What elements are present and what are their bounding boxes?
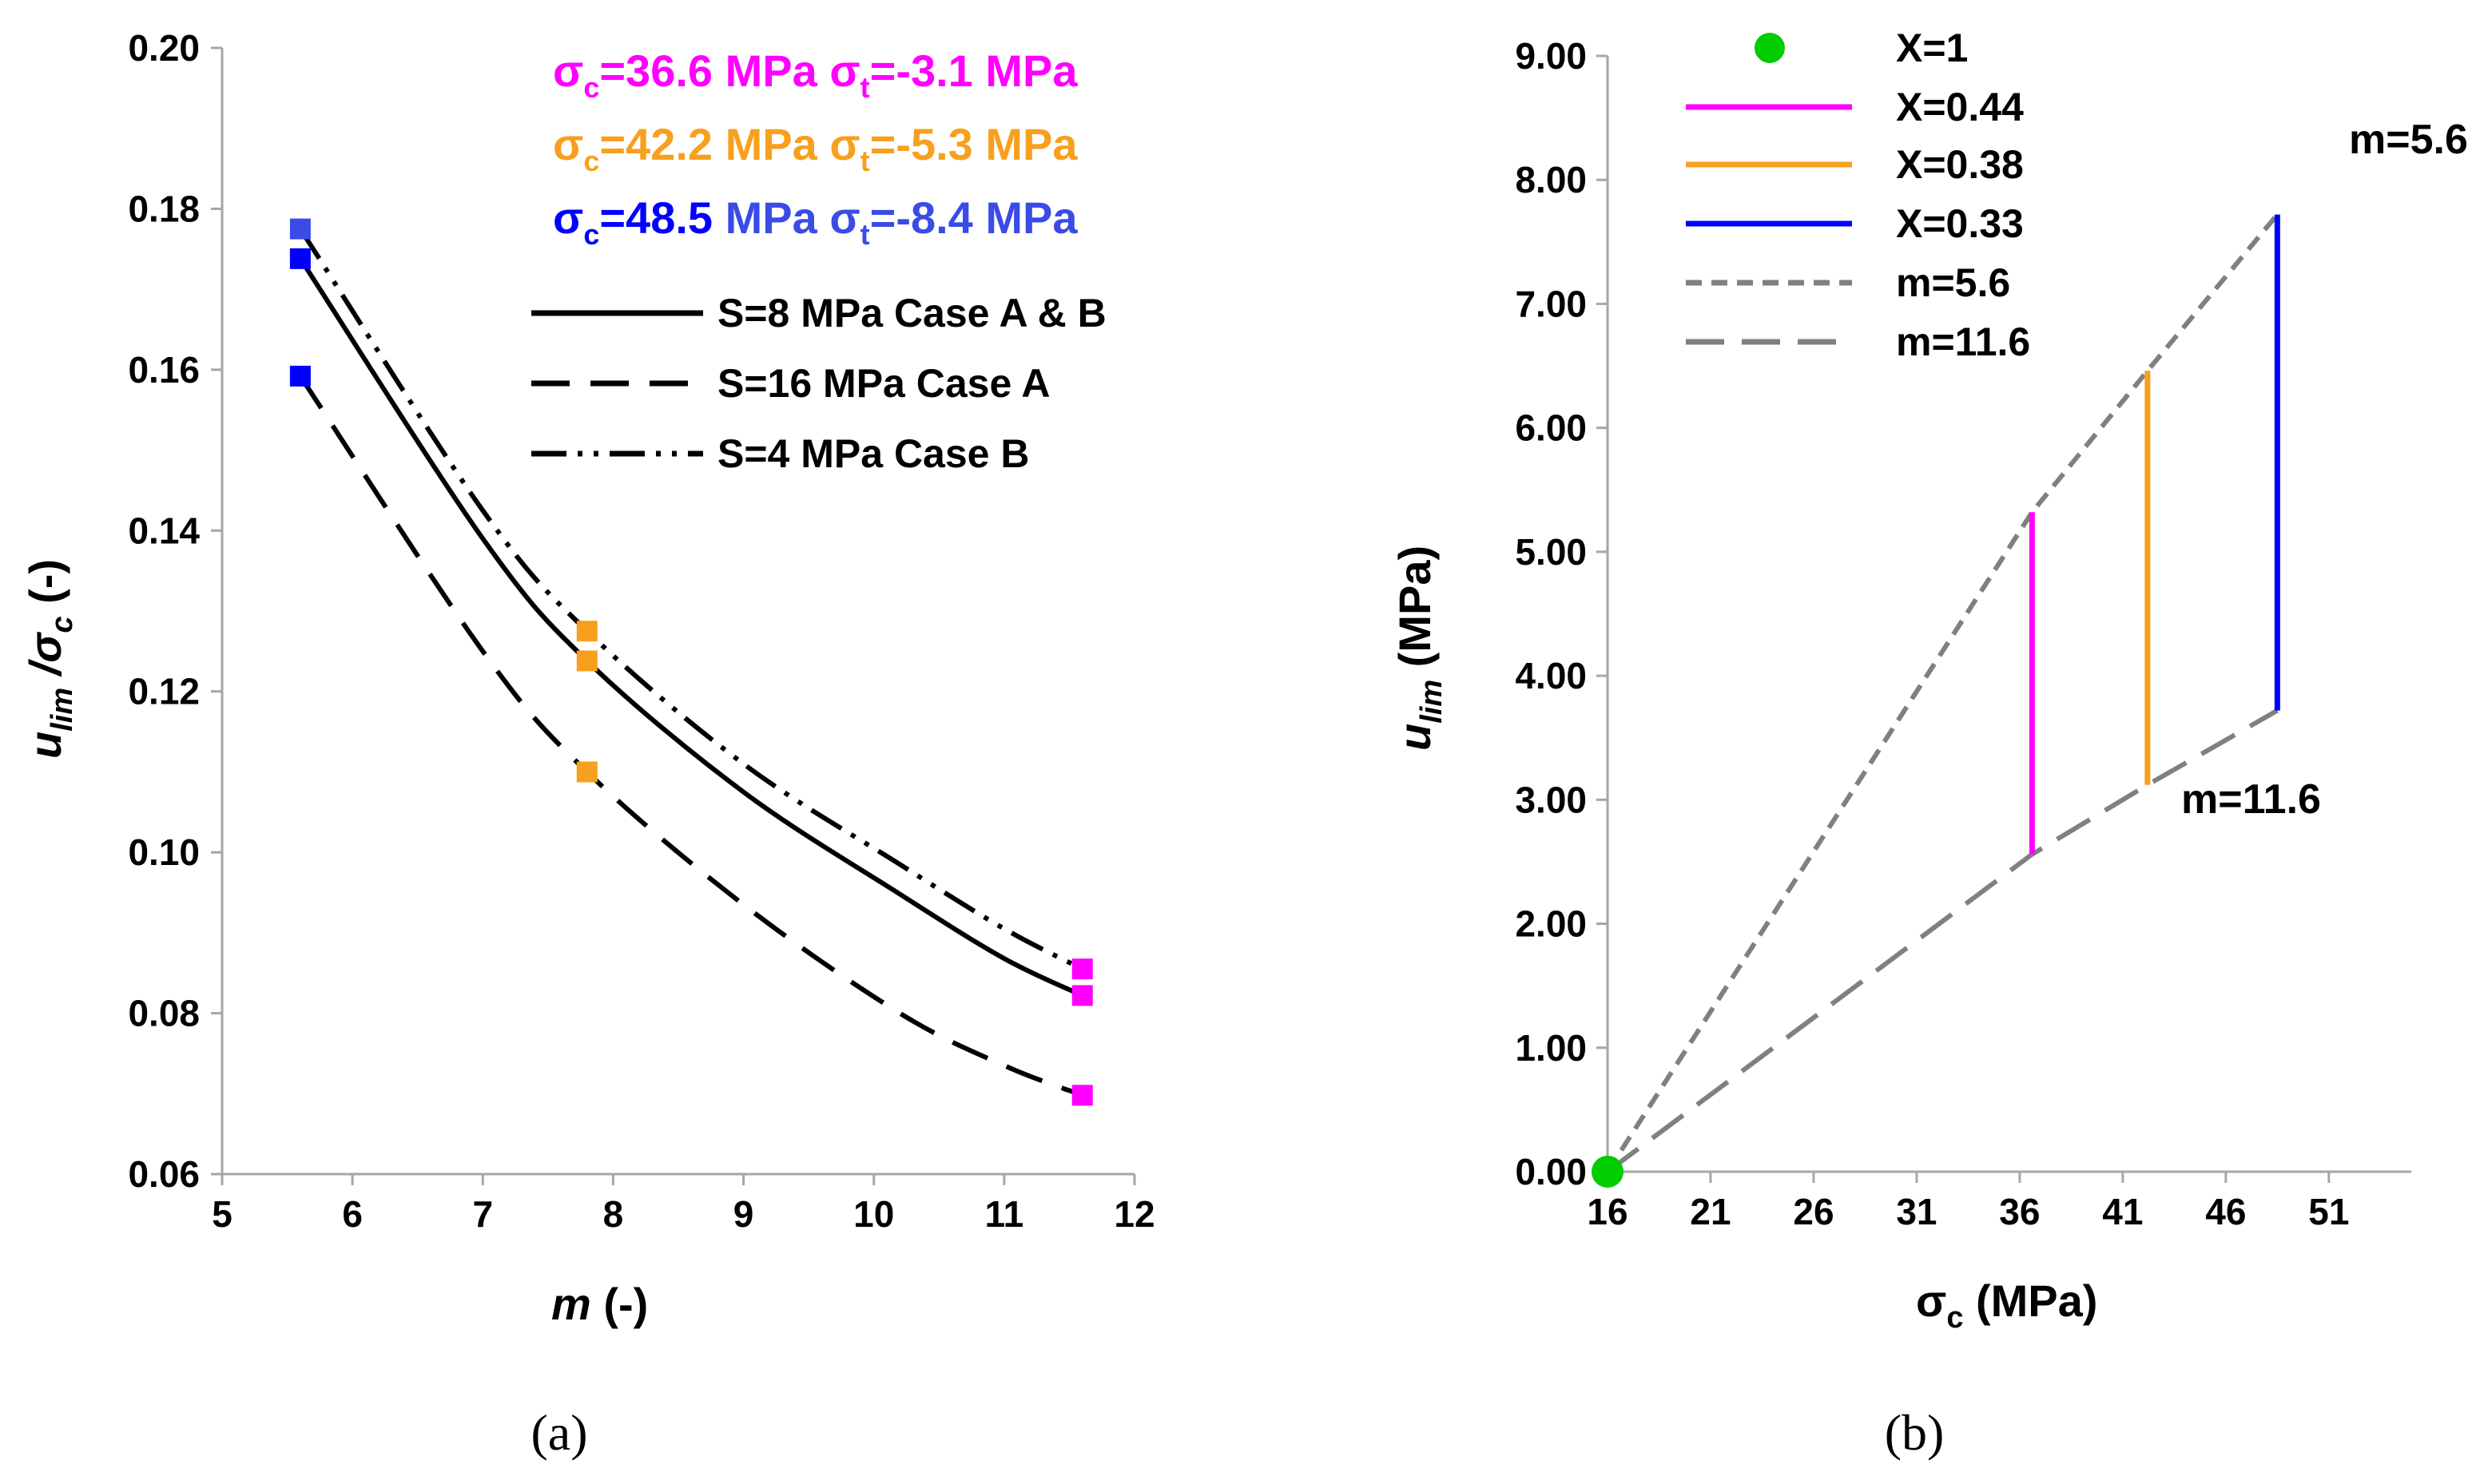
series-line-m=11.6 [1606,708,2279,1174]
y-tick-label: 0.06 [128,1153,200,1195]
legend-label-x038: X=0.38 [1896,142,2024,187]
panel-a-y-ticks: 0.06 0.08 0.10 0.12 0.14 0.16 0.18 0.20 [128,27,222,1195]
panel-a-markers [289,218,1093,1106]
panel-a-x-title: m (-) [551,1279,648,1329]
legend-label-x1: X=1 [1896,26,1968,70]
panel-b-x-title: σc (MPa) [1916,1276,2097,1335]
y-tick-label: 0.10 [128,831,200,873]
y-tick-label: 0.16 [128,349,200,391]
x-tick-label: 21 [1690,1191,1731,1232]
data-marker [1071,985,1093,1006]
x-tick-label: 8 [603,1193,624,1235]
x-tick-label: 41 [2102,1191,2143,1232]
y-tick-label: 5.00 [1515,531,1587,573]
y-tick-label: 0.12 [128,671,200,712]
annotation-m116: m=11.6 [2181,776,2321,823]
stress-legend-row-3: σc=48.5 MPa σt=-8.4 MPa [553,192,1078,251]
series-line-m=5.6 [1605,212,2279,1173]
data-marker [289,248,311,269]
y-tick-label: 0.18 [128,188,200,229]
data-marker [1071,1085,1093,1106]
panel-a-x-ticks: 5 6 7 8 9 10 11 12 [212,1174,1155,1235]
x-tick-label: 5 [212,1193,232,1235]
y-tick-label: 6.00 [1515,407,1587,449]
x-tick-label: 51 [2308,1191,2349,1232]
x-tick-label: 9 [733,1193,754,1235]
panel-a-caption: (a) [531,1404,587,1461]
y-tick-label: 3.00 [1515,779,1587,820]
panel-b-axes [1606,56,2411,1173]
legend-label-m56: m=5.6 [1896,260,2010,305]
x-tick-label: 16 [1587,1191,1627,1232]
panel-b-chart: 0.00 1.00 2.00 3.00 4.00 5.00 6.00 7.00 8.00 9.00… [1389,26,2468,1461]
x-tick-label: 7 [472,1193,493,1235]
x-tick-label: 31 [1896,1191,1937,1232]
panel-a-chart: 0.06 0.08 0.10 0.12 0.14 0.16 0.18 0.20 5 6 7 8 9 10… [20,27,1155,1461]
legend-label-s4: S=4 MPa Case B [717,431,1029,476]
data-marker [1071,958,1093,980]
x-tick-label: 11 [985,1193,1024,1235]
panel-a-legend: S=8 MPa Case A & B S=16 MPa Case A S=4 M… [531,291,1107,476]
y-tick-label: 1.00 [1515,1027,1587,1069]
legend-label-s16: S=16 MPa Case A [717,361,1050,406]
legend-label-x033: X=0.33 [1896,201,2024,246]
panel-b-range-bars [2029,214,2280,855]
data-marker [289,365,311,387]
y-tick-label: 0.08 [128,993,200,1034]
panel-b-y-ticks: 0.00 1.00 2.00 3.00 4.00 5.00 6.00 7.00 8.00 9.00 [1515,35,1608,1192]
series-line-1 [298,257,1084,998]
x-tick-label: 36 [1999,1191,2040,1232]
data-marker [576,650,598,672]
legend-label-m116: m=11.6 [1896,319,2030,364]
panel-b-y-title: ulim (MPa) [1389,546,1449,751]
panel-b-origin-point [1592,1156,1624,1188]
data-marker [289,218,311,240]
x-tick-label: 26 [1793,1191,1834,1232]
stress-legend-row-1: σc=36.6 MPa σt=-3.1 MPa [553,46,1078,104]
x-tick-label: 12 [1114,1193,1155,1235]
stress-legend-row-2: σc=42.2 MPa σt=-5.3 MPa [553,119,1078,177]
origin-point-x1 [1592,1156,1624,1188]
legend-label-s8: S=8 MPa Case A & B [717,291,1107,335]
x-tick-label: 6 [342,1193,363,1235]
panel-b-series-lines [1605,212,2279,1174]
x-tick-label: 46 [2205,1191,2246,1232]
series-line-3 [298,227,1084,971]
panel-a-series-lines [298,227,1084,1098]
y-tick-label: 9.00 [1515,35,1587,77]
y-tick-label: 2.00 [1515,903,1587,945]
annotation-m56: m=5.6 [2349,117,2468,163]
x-tick-label: 10 [853,1193,894,1235]
data-marker [576,621,598,642]
series-line-2 [298,375,1083,1098]
y-tick-label: 4.00 [1515,655,1587,696]
y-tick-label: 0.00 [1515,1151,1587,1192]
panel-b-legend: X=1 X=0.44 X=0.38 X=0.33 m=5.6 m=11.6 [1686,26,2030,364]
legend-swatch-x1 [1755,33,1785,63]
panel-b-x-ticks: 16 21 26 31 36 41 46 51 [1587,1172,2349,1232]
y-tick-label: 7.00 [1515,283,1587,324]
y-tick-label: 8.00 [1515,159,1587,200]
legend-label-x044: X=0.44 [1896,85,2024,129]
data-marker [576,761,598,783]
panel-a-axes [221,48,1135,1176]
y-tick-label: 0.14 [128,510,200,551]
panel-a-y-title: ulim /σc (-) [20,559,79,759]
panel-b-caption: (b) [1885,1404,1945,1461]
y-tick-label: 0.20 [128,27,200,69]
